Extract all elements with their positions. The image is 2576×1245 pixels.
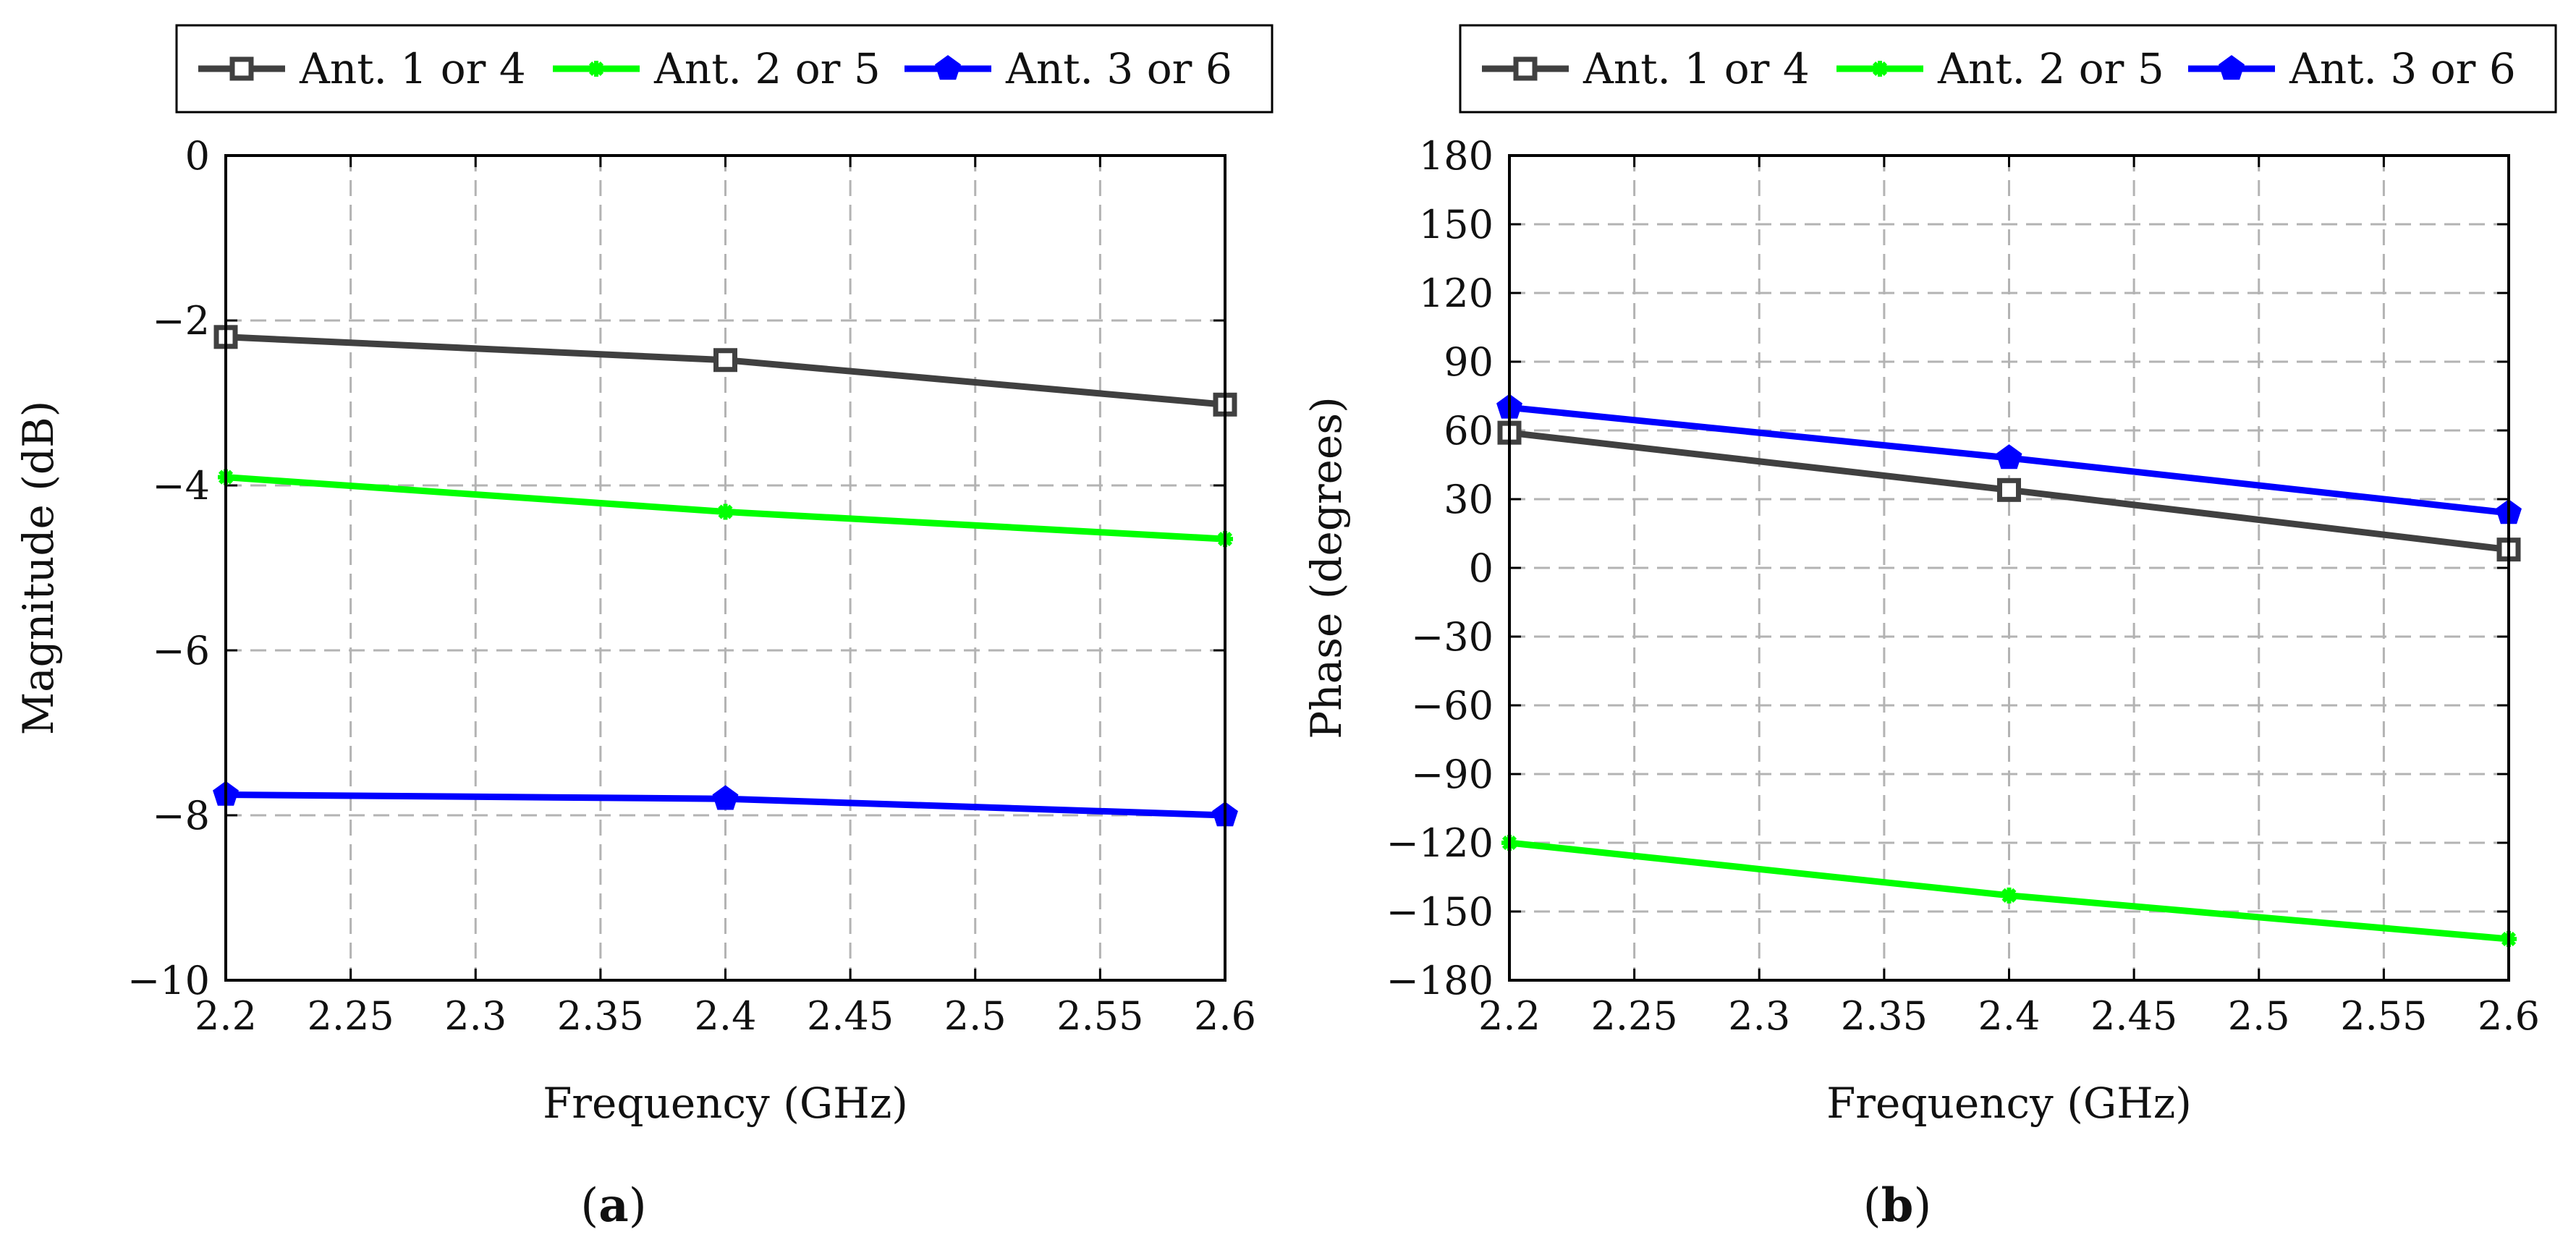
- x-tick-label: 2.4: [1978, 993, 2041, 1039]
- legend-label: Ant. 1 or 4: [299, 44, 526, 93]
- caption-open: (: [1863, 1179, 1881, 1233]
- y-tick-label: 180: [1419, 133, 1494, 179]
- x-tick-label: 2.5: [2228, 993, 2290, 1039]
- x-tick-label: 2.35: [1841, 993, 1928, 1039]
- legend-marker: [229, 56, 254, 81]
- y-tick-label: −2: [152, 298, 210, 344]
- legend-entry: Ant. 2 or 5: [1836, 44, 2164, 93]
- x-tick-label: 2.4: [695, 993, 757, 1039]
- legend-entry: Ant. 3 or 6: [2188, 44, 2516, 93]
- x-tick-label: 2.25: [1591, 993, 1678, 1039]
- data-point: [713, 348, 737, 373]
- y-tick-label: 150: [1419, 202, 1494, 247]
- x-tick-label: 2.55: [2340, 993, 2427, 1039]
- data-point: [2001, 887, 2017, 904]
- y-tick-label: −150: [1386, 889, 1494, 935]
- caption-letter: a: [598, 1178, 628, 1233]
- y-tick-label: 0: [185, 133, 210, 179]
- y-tick-label: −90: [1411, 752, 1494, 797]
- legend-label: Ant. 2 or 5: [1937, 44, 2164, 93]
- legend-label: Ant. 3 or 6: [2289, 44, 2516, 93]
- caption-close: ): [629, 1179, 647, 1233]
- data-point: [712, 785, 739, 810]
- panel-caption: (a): [580, 1178, 646, 1233]
- y-tick-label: 60: [1444, 408, 1494, 454]
- x-tick-label: 2.25: [308, 993, 394, 1039]
- legend-marker: [588, 61, 604, 77]
- plot-frame: [1508, 154, 2510, 982]
- legend-entry: Ant. 1 or 4: [198, 44, 526, 93]
- y-tick-label: −8: [152, 793, 210, 838]
- x-tick-label: 2.3: [444, 993, 507, 1039]
- y-axis-label: Phase (degrees): [1302, 396, 1351, 739]
- legend-marker: [2219, 55, 2245, 80]
- series-ant36: [213, 781, 1238, 827]
- data-point: [1996, 444, 2022, 469]
- y-tick-label: 0: [1469, 545, 1494, 591]
- x-axis-label: Frequency (GHz): [543, 1079, 908, 1128]
- x-tick-label: 2.3: [1728, 993, 1790, 1039]
- x-tick-label: 2.2: [195, 993, 257, 1039]
- legend-marker: [1872, 61, 1888, 77]
- legend-entry: Ant. 3 or 6: [904, 44, 1232, 93]
- grid-lines: [226, 156, 1225, 980]
- x-tick-label: 2.5: [944, 993, 1007, 1039]
- panel-a: 2.2 2.25 2.3 2.35 2.4 2.45 2.5 2.55 2.6 0 −2 −4 −6 −8…: [14, 24, 1274, 1233]
- legend-label: Ant. 3 or 6: [1005, 44, 1232, 93]
- panel-caption: (b): [1863, 1178, 1932, 1233]
- legend-box: [175, 24, 1274, 114]
- legend-label: Ant. 1 or 4: [1583, 44, 1810, 93]
- x-tick-label: 2.45: [2090, 993, 2177, 1039]
- y-tick-label: −6: [152, 628, 210, 674]
- data-point: [717, 503, 734, 520]
- legend-box: [1459, 24, 2557, 114]
- legend-entry: Ant. 1 or 4: [1482, 44, 1810, 93]
- x-tick-label: 2.6: [2478, 993, 2540, 1039]
- y-tick-label: −180: [1386, 958, 1494, 1003]
- y-tick-label: 120: [1419, 271, 1494, 316]
- x-tick-label: 2.6: [1194, 993, 1256, 1039]
- caption-open: (: [580, 1179, 598, 1233]
- legend-marker: [935, 55, 961, 80]
- y-axis-label: Magnitude (dB): [14, 401, 63, 736]
- y-tick-label: −120: [1386, 820, 1494, 866]
- caption-letter: b: [1881, 1178, 1914, 1233]
- data-point: [1997, 477, 2021, 502]
- panel-b: 2.2 2.25 2.3 2.35 2.4 2.45 2.5 2.55 2.6 180 150 120…: [1302, 24, 2557, 1233]
- x-tick-label: 2.45: [807, 993, 894, 1039]
- legend: Ant. 1 or 4 Ant. 2 or 5 Ant. 3 or 6: [175, 24, 1274, 114]
- x-tick-label: 2.2: [1478, 993, 1541, 1039]
- y-tick-label: 30: [1444, 477, 1494, 522]
- legend: Ant. 1 or 4 Ant. 2 or 5 Ant. 3 or 6: [1459, 24, 2557, 114]
- x-axis-label: Frequency (GHz): [1826, 1079, 2192, 1128]
- y-tick-label: −30: [1411, 614, 1494, 660]
- y-tick-label: −4: [152, 463, 210, 509]
- legend-label: Ant. 2 or 5: [653, 44, 881, 93]
- x-tick-label: 2.55: [1056, 993, 1143, 1039]
- y-tick-label: −10: [127, 958, 210, 1003]
- caption-close: ): [1913, 1179, 1931, 1233]
- y-tick-label: 90: [1444, 339, 1494, 385]
- x-tick-label: 2.35: [557, 993, 644, 1039]
- legend-entry: Ant. 2 or 5: [553, 44, 881, 93]
- legend-marker: [1513, 56, 1538, 81]
- plot-frame: [224, 154, 1226, 982]
- y-tick-label: −60: [1411, 683, 1494, 728]
